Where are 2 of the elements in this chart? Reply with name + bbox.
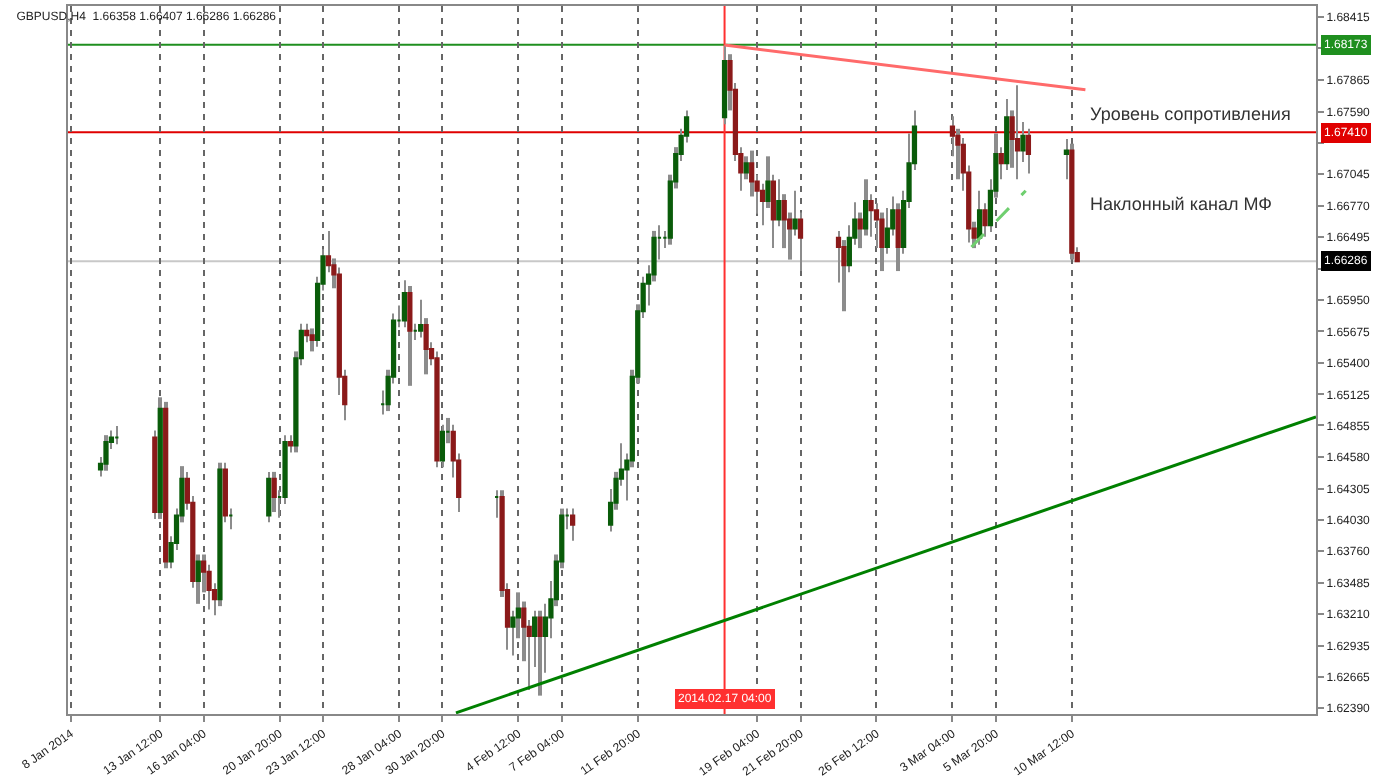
annotation: Уровень сопротивления — [1090, 104, 1291, 124]
annotation: Наклонный канал МФ — [1090, 194, 1273, 214]
